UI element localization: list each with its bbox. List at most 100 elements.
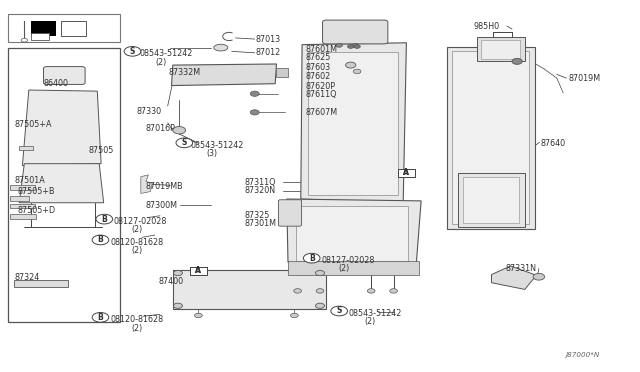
Text: 87505+B: 87505+B	[18, 187, 56, 196]
Circle shape	[176, 138, 193, 148]
Text: 87332M: 87332M	[168, 68, 200, 77]
Bar	[10, 185, 35, 190]
Text: 87400: 87400	[159, 278, 184, 286]
Circle shape	[331, 306, 348, 316]
Bar	[296, 206, 408, 261]
Text: B: B	[98, 313, 103, 322]
Text: 86400: 86400	[44, 79, 68, 88]
Text: 87501A: 87501A	[14, 176, 45, 185]
Text: 87311Q: 87311Q	[244, 178, 276, 187]
Bar	[308, 52, 398, 195]
Circle shape	[291, 313, 298, 318]
Text: S: S	[182, 138, 187, 147]
Circle shape	[173, 126, 186, 134]
Circle shape	[96, 214, 113, 224]
Text: A: A	[403, 169, 410, 177]
Text: 08120-81628: 08120-81628	[110, 238, 163, 247]
Circle shape	[353, 69, 361, 74]
Text: A: A	[195, 266, 202, 275]
Circle shape	[316, 289, 324, 293]
Text: 08120-81628: 08120-81628	[110, 315, 163, 324]
Polygon shape	[19, 164, 104, 203]
Bar	[288, 261, 419, 275]
Bar	[173, 270, 326, 309]
Circle shape	[250, 110, 259, 115]
Circle shape	[173, 270, 182, 276]
Polygon shape	[301, 43, 406, 203]
Circle shape	[294, 289, 301, 293]
Text: 87607M: 87607M	[306, 108, 338, 117]
Text: 87640: 87640	[541, 139, 566, 148]
Text: 08543-51242: 08543-51242	[140, 49, 193, 58]
Text: (2): (2)	[365, 317, 376, 326]
FancyBboxPatch shape	[323, 20, 388, 44]
Circle shape	[92, 235, 109, 245]
Text: (2): (2)	[338, 264, 349, 273]
Text: 87601M: 87601M	[306, 45, 338, 54]
Text: 87505+A: 87505+A	[14, 120, 52, 129]
Circle shape	[346, 62, 356, 68]
Polygon shape	[287, 199, 421, 268]
Text: A: A	[403, 169, 410, 177]
Text: B: B	[98, 235, 103, 244]
Circle shape	[124, 46, 141, 56]
Text: 87300M: 87300M	[146, 201, 178, 210]
Bar	[10, 196, 29, 201]
Circle shape	[336, 44, 342, 47]
Text: 87611Q: 87611Q	[306, 90, 337, 99]
Circle shape	[316, 270, 324, 276]
Text: 87324: 87324	[14, 273, 39, 282]
Bar	[398, 169, 415, 177]
Bar	[10, 204, 35, 208]
Circle shape	[21, 38, 28, 42]
Text: 87019M: 87019M	[568, 74, 600, 83]
Text: S: S	[130, 47, 135, 56]
Bar	[458, 173, 525, 227]
Polygon shape	[492, 266, 536, 289]
FancyBboxPatch shape	[278, 200, 301, 226]
Bar	[190, 267, 207, 275]
Circle shape	[390, 289, 397, 293]
Text: 87331N: 87331N	[506, 264, 536, 273]
Text: (2): (2)	[131, 324, 143, 333]
Text: S: S	[337, 307, 342, 315]
Text: 08543-51242: 08543-51242	[349, 309, 402, 318]
Text: B: B	[309, 254, 314, 263]
Text: (2): (2)	[155, 58, 166, 67]
Circle shape	[316, 303, 324, 308]
Text: J87000*N: J87000*N	[565, 352, 600, 358]
Bar	[447, 46, 535, 229]
Text: 87505: 87505	[88, 146, 114, 155]
Text: 87301M: 87301M	[244, 219, 276, 228]
Bar	[481, 40, 520, 59]
Text: (2): (2)	[131, 225, 143, 234]
Text: (2): (2)	[131, 246, 143, 255]
Text: 87625: 87625	[306, 53, 332, 62]
Text: 87320N: 87320N	[244, 186, 276, 195]
Text: 87012: 87012	[256, 48, 281, 57]
Text: 87016P: 87016P	[145, 124, 175, 133]
Circle shape	[533, 273, 545, 280]
Text: 87013: 87013	[256, 35, 281, 44]
Bar	[19, 146, 33, 150]
Text: 87505+D: 87505+D	[18, 206, 56, 215]
Text: 87019MB: 87019MB	[146, 182, 184, 190]
Text: 87506B: 87506B	[485, 53, 516, 62]
Bar	[61, 21, 86, 36]
Circle shape	[367, 289, 375, 293]
Bar	[398, 169, 415, 177]
Bar	[31, 33, 49, 40]
Bar	[276, 68, 288, 77]
Circle shape	[92, 312, 109, 322]
Bar	[8, 48, 120, 322]
Text: A: A	[195, 266, 202, 275]
Bar	[10, 214, 36, 219]
Text: 87602: 87602	[306, 72, 331, 81]
Text: B: B	[102, 215, 107, 224]
Bar	[8, 14, 120, 42]
Text: 08543-51242: 08543-51242	[191, 141, 244, 150]
Text: 87325: 87325	[244, 211, 270, 220]
Circle shape	[250, 91, 259, 96]
Polygon shape	[22, 90, 101, 166]
Bar	[31, 21, 56, 36]
